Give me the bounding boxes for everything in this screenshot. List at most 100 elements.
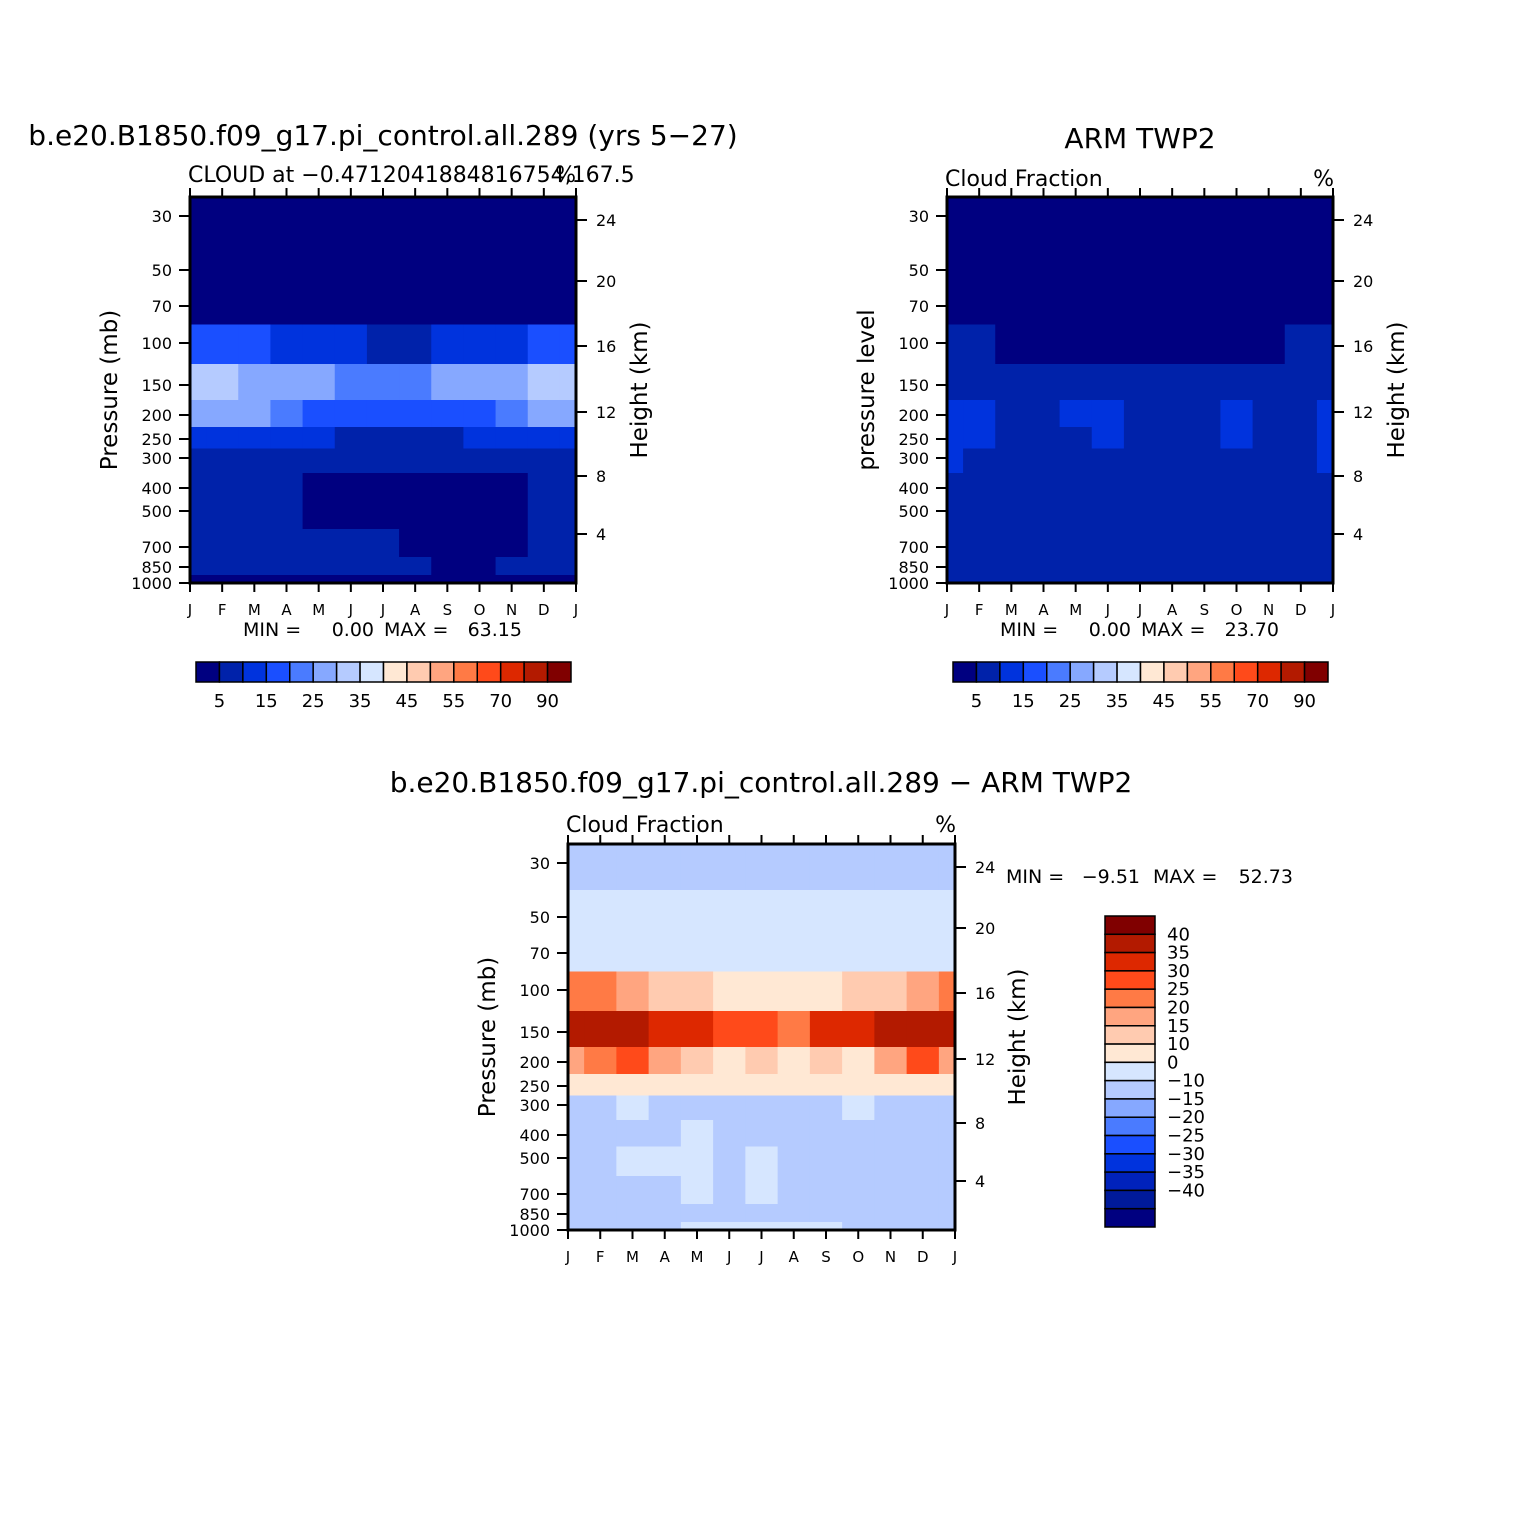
contour-cell	[777, 1074, 811, 1097]
contour-cell	[1252, 288, 1286, 326]
model-left-title: CLOUD at −0.4712041884816754,167.5	[188, 163, 635, 188]
contour-cell	[302, 575, 336, 584]
x-tick-label: J	[573, 601, 578, 619]
contour-cell	[495, 473, 529, 501]
contour-cell	[947, 197, 964, 244]
contour-cell	[463, 243, 497, 289]
contour-cell	[938, 1095, 956, 1121]
contour-cell	[559, 575, 577, 584]
contour-cell	[1188, 324, 1222, 365]
contour-cell	[680, 1146, 714, 1177]
contour-cell	[302, 427, 336, 450]
colorbar-box	[1104, 1116, 1156, 1137]
contour-cell	[777, 1204, 811, 1223]
colorbar-label: −10	[1167, 1071, 1205, 1092]
contour-cell	[1091, 427, 1125, 450]
contour-cell	[1188, 197, 1222, 244]
contour-cell	[206, 400, 239, 428]
contour-cell	[842, 1176, 875, 1205]
contour-cell	[206, 288, 239, 326]
contour-cell	[302, 529, 336, 558]
model-colorbar: 5 15 25 35 45 55 70 90	[195, 661, 572, 712]
contour-cell	[431, 427, 465, 450]
contour-cell	[334, 427, 368, 450]
contour-cell	[568, 1222, 585, 1231]
x-tick-label: A	[1038, 601, 1049, 619]
contour-cell	[809, 1204, 843, 1223]
contour-cell	[270, 575, 304, 584]
contour-cell	[206, 473, 239, 501]
contour-cell	[616, 1204, 650, 1223]
contour-cell	[1220, 529, 1254, 558]
contour-cell	[463, 288, 497, 326]
contour-cell	[495, 364, 529, 401]
obs-left-title: Cloud Fraction	[945, 167, 1103, 192]
contour-cell	[527, 364, 561, 401]
colorbar-box	[289, 661, 314, 683]
colorbar-box	[476, 661, 502, 683]
contour-cell	[1091, 473, 1125, 501]
contour-cell	[713, 890, 746, 936]
contour-cell	[334, 529, 368, 558]
contour-cell	[1123, 499, 1157, 530]
contour-cell	[874, 1095, 908, 1121]
x-tick-label: J	[1137, 601, 1142, 619]
y2-tick-label: 20	[975, 919, 995, 938]
colorbar-box	[1104, 915, 1156, 936]
contour-cell	[463, 529, 497, 558]
contour-cell	[270, 243, 304, 289]
contour-cell	[190, 400, 207, 428]
contour-cell	[842, 935, 875, 973]
contour-cell	[206, 529, 239, 558]
contour-cell	[495, 427, 529, 450]
contour-cell	[906, 1095, 940, 1121]
contour-cell	[1156, 288, 1189, 326]
contour-cell	[431, 243, 465, 289]
contour-cell	[527, 557, 561, 576]
contour-cell	[680, 1176, 714, 1205]
contour-cell	[995, 473, 1029, 501]
contour-cell	[1284, 575, 1318, 584]
contour-cell	[1156, 197, 1189, 244]
contour-cell	[1316, 243, 1334, 289]
x-tick-label: J	[187, 601, 192, 619]
contour-cell	[1316, 324, 1334, 365]
contour-cell	[777, 890, 811, 936]
x-tick-label: J	[952, 1248, 957, 1266]
colorbar-label: 40	[1167, 924, 1190, 945]
contour-cell	[399, 197, 432, 244]
contour-cell	[1091, 243, 1125, 289]
colorbar-label: 5	[214, 691, 225, 712]
contour-cell	[1156, 529, 1189, 558]
contour-cell	[1156, 243, 1189, 289]
contour-cell	[938, 1011, 956, 1048]
y-tick-label: 200	[898, 406, 929, 425]
contour-cell	[559, 473, 577, 501]
contour-cell	[584, 1204, 617, 1223]
contour-cell	[1220, 557, 1254, 576]
contour-cell	[463, 557, 497, 576]
contour-cell	[568, 971, 585, 1012]
contour-cell	[334, 243, 368, 289]
contour-cell	[568, 1047, 585, 1075]
contour-cell	[809, 1095, 843, 1121]
contour-cell	[616, 1146, 650, 1177]
obs-main-title: ARM TWP2	[1064, 122, 1215, 155]
y-tick-label: 500	[519, 1149, 550, 1168]
x-tick-label: J	[1330, 601, 1335, 619]
contour-cell	[680, 1047, 714, 1075]
contour-cell	[1220, 427, 1254, 450]
contour-cell	[463, 473, 497, 501]
y2-tick-label: 16	[1353, 337, 1373, 356]
x-tick-label: J	[565, 1248, 570, 1266]
contour-cell	[938, 890, 956, 936]
contour-cell	[1188, 364, 1222, 401]
contour-cell	[1156, 499, 1189, 530]
diff-main-title: b.e20.B1850.f09_g17.pi_control.all.289 −…	[390, 766, 1133, 799]
contour-cell	[366, 427, 400, 450]
contour-cell	[527, 288, 561, 326]
contour-cell	[616, 1074, 650, 1097]
contour-cell	[366, 400, 400, 428]
contour-cell	[777, 1146, 811, 1177]
